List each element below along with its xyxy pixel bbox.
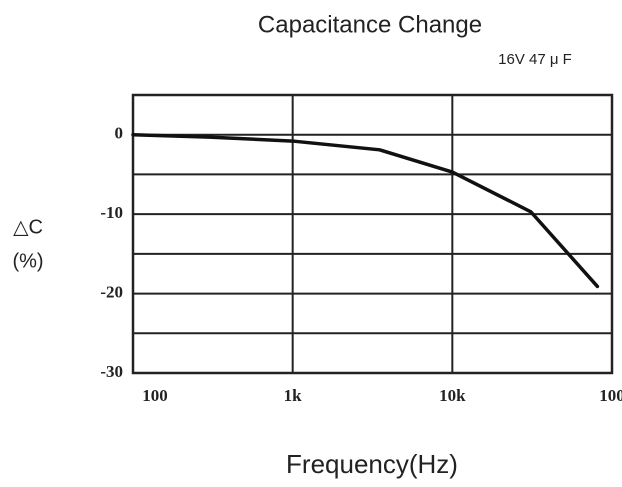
x-axis-label: Frequency(Hz) bbox=[286, 449, 458, 479]
x-tick-label: 10k bbox=[439, 386, 466, 405]
y-tick-label: -30 bbox=[100, 362, 123, 381]
chart-title: Capacitance Change bbox=[258, 11, 482, 38]
y-tick-label: -10 bbox=[100, 203, 123, 222]
y-tick-label: 0 bbox=[115, 124, 124, 143]
y-axis-label: (%) bbox=[12, 250, 43, 272]
x-tick-label: 1k bbox=[284, 386, 303, 405]
line-series bbox=[131, 132, 600, 289]
y-axis-label: △C bbox=[13, 216, 43, 238]
x-tick-label: 100 bbox=[599, 386, 622, 405]
y-tick-label: -20 bbox=[100, 282, 123, 301]
x-tick-label: 100 bbox=[142, 386, 168, 405]
plot-frame bbox=[131, 93, 614, 375]
chart-subtitle: 16V 47 μ F bbox=[498, 51, 572, 68]
